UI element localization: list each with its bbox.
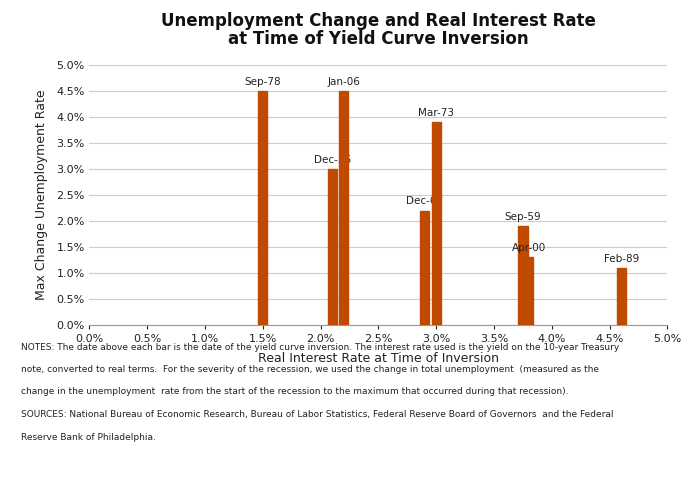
Text: Sep-59: Sep-59 — [504, 212, 541, 222]
Text: SOURCES: National Bureau of Economic Research, Bureau of Labor Statistics, Feder: SOURCES: National Bureau of Economic Res… — [21, 410, 613, 419]
Bar — [616, 268, 626, 325]
Bar — [420, 210, 429, 325]
Bar — [339, 91, 348, 325]
Text: Reserve Bank of Philadelphia.: Reserve Bank of Philadelphia. — [21, 432, 155, 442]
Text: Sep-78: Sep-78 — [244, 77, 281, 87]
X-axis label: Real Interest Rate at Time of Inversion: Real Interest Rate at Time of Inversion — [258, 352, 499, 366]
Text: at Time of Yield Curve Inversion: at Time of Yield Curve Inversion — [228, 30, 528, 48]
Bar — [327, 169, 337, 325]
Text: Feb-89: Feb-89 — [603, 254, 638, 264]
Text: note, converted to real terms.  For the severity of the recession, we used the c: note, converted to real terms. For the s… — [21, 365, 599, 374]
Text: Mar-73: Mar-73 — [418, 108, 454, 118]
Text: Unemployment Change and Real Interest Rate: Unemployment Change and Real Interest Ra… — [161, 12, 596, 30]
Text: change in the unemployment  rate from the start of the recession to the maximum : change in the unemployment rate from the… — [21, 388, 568, 396]
Bar — [431, 122, 441, 325]
Y-axis label: Max Change Unemployment Rate: Max Change Unemployment Rate — [35, 90, 48, 300]
Bar — [518, 226, 528, 325]
Text: Dec-67: Dec-67 — [406, 196, 443, 206]
Text: Jan-06: Jan-06 — [327, 77, 360, 87]
Bar — [258, 91, 268, 325]
Bar — [524, 258, 533, 325]
Text: NOTES: The date above each bar is the date of the yield curve inversion. The int: NOTES: The date above each bar is the da… — [21, 342, 619, 351]
Text: Federal Reserve Bank of St. Louis: Federal Reserve Bank of St. Louis — [15, 475, 252, 488]
Text: Apr-00: Apr-00 — [512, 243, 546, 253]
Text: Dec-56: Dec-56 — [314, 155, 351, 165]
